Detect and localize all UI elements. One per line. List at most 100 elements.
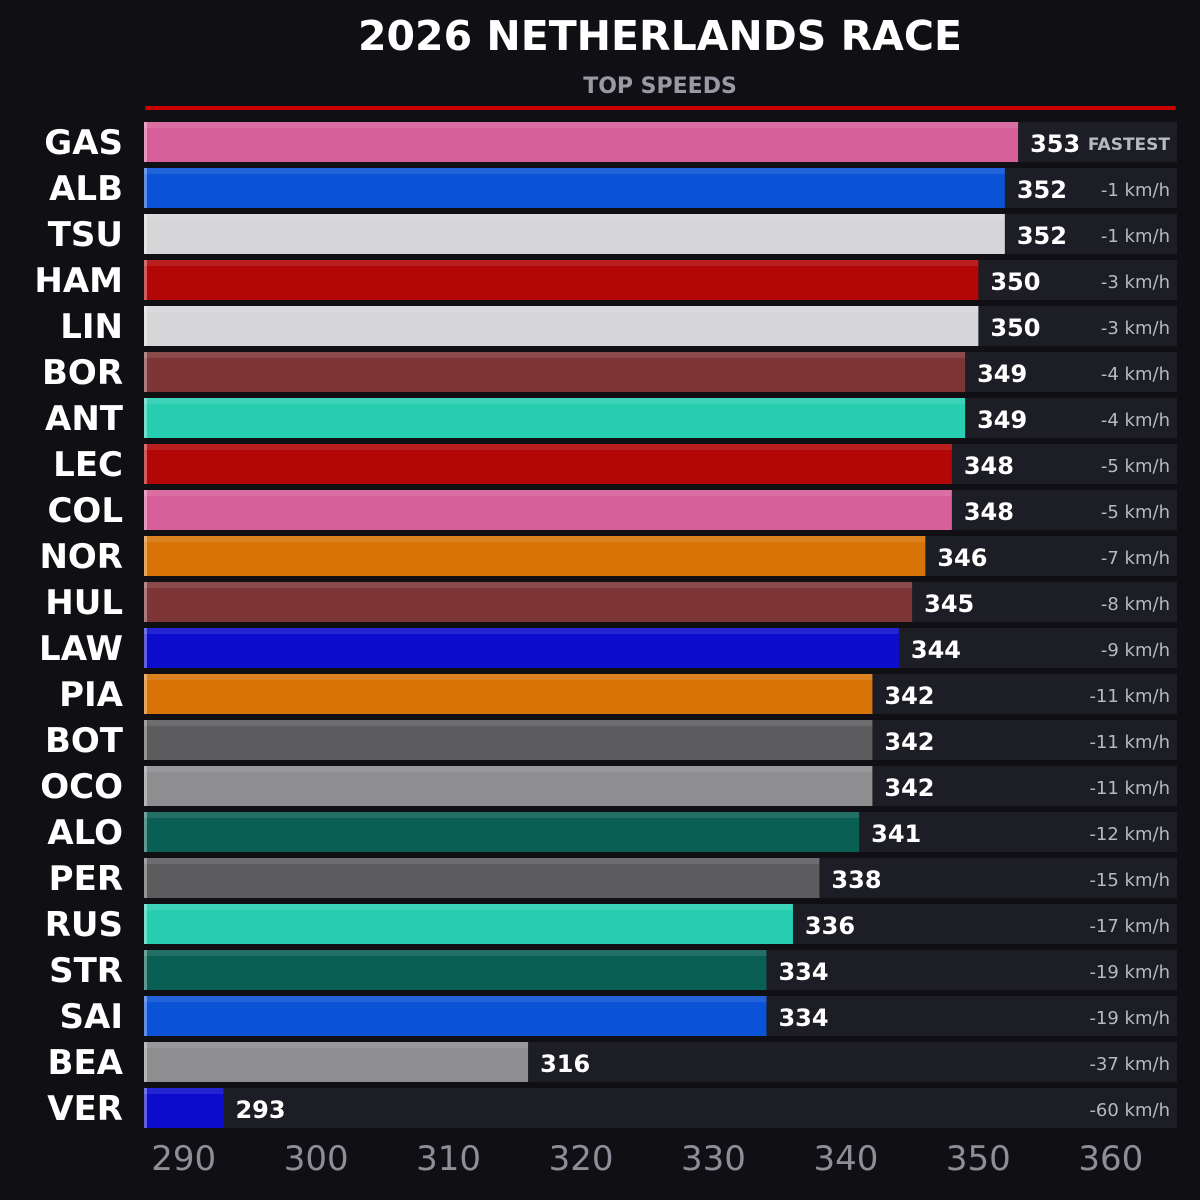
bar xyxy=(144,122,1019,162)
bar xyxy=(144,950,767,990)
delta-label: -9 km/h xyxy=(1101,640,1170,661)
delta-label: -11 km/h xyxy=(1089,778,1170,799)
delta-label: -7 km/h xyxy=(1101,548,1170,569)
value-label: 293 xyxy=(235,1096,285,1124)
bar xyxy=(144,720,873,760)
bar-edge xyxy=(144,306,147,346)
bar-edge xyxy=(144,950,147,990)
bar xyxy=(144,674,873,714)
driver-label: LEC xyxy=(53,445,123,485)
chart-title: 2026 NETHERLANDS RACE xyxy=(358,12,962,60)
delta-label: -11 km/h xyxy=(1089,686,1170,707)
bar-edge xyxy=(144,214,147,254)
chart-subtitle: TOP SPEEDS xyxy=(583,74,737,99)
bar-edge xyxy=(144,858,147,898)
driver-label: GAS xyxy=(44,123,123,163)
driver-label: BEA xyxy=(48,1043,124,1083)
bar-highlight xyxy=(144,168,1005,174)
driver-label: STR xyxy=(49,951,123,991)
driver-label: OCO xyxy=(40,767,123,807)
x-tick-label: 290 xyxy=(151,1139,216,1179)
driver-label: BOT xyxy=(45,721,124,761)
bar-edge xyxy=(144,812,147,852)
driver-label: TSU xyxy=(48,215,123,255)
bar xyxy=(144,1042,529,1082)
delta-label: -4 km/h xyxy=(1101,364,1170,385)
bar-edge xyxy=(144,628,147,668)
delta-label: -5 km/h xyxy=(1101,502,1170,523)
value-label: 316 xyxy=(540,1050,590,1078)
bar-edge xyxy=(144,536,147,576)
bar-highlight xyxy=(144,398,966,404)
bar xyxy=(144,812,860,852)
bar-highlight xyxy=(144,858,820,864)
bar-highlight xyxy=(144,812,860,818)
bar xyxy=(144,214,1005,254)
bar-highlight xyxy=(144,214,1005,220)
bars-layer: GAS 353 FASTEST ALB 352 -1 km/h TSU 352 -1 km/h H… xyxy=(34,122,1177,1129)
value-label: 349 xyxy=(977,406,1027,434)
bar xyxy=(144,352,966,392)
delta-label: -19 km/h xyxy=(1089,962,1170,983)
driver-label: LAW xyxy=(39,629,123,669)
driver-label: PER xyxy=(49,859,123,899)
bar-edge xyxy=(144,1088,147,1128)
value-label: 345 xyxy=(924,590,974,618)
value-label: 350 xyxy=(990,314,1040,342)
bar-edge xyxy=(144,490,147,530)
bar-highlight xyxy=(144,674,873,680)
bar xyxy=(144,536,926,576)
bar-edge xyxy=(144,1042,147,1082)
bar-edge xyxy=(144,168,147,208)
driver-label: HUL xyxy=(45,583,123,623)
bar xyxy=(144,168,1005,208)
driver-label: SAI xyxy=(60,997,123,1037)
bar-edge xyxy=(144,352,147,392)
delta-label: -1 km/h xyxy=(1101,180,1170,201)
value-label: 342 xyxy=(884,728,934,756)
delta-label: -1 km/h xyxy=(1101,226,1170,247)
bar-track xyxy=(144,1088,1177,1128)
bar-highlight xyxy=(144,766,873,772)
value-label: 344 xyxy=(911,636,961,664)
bar-highlight xyxy=(144,306,979,312)
driver-label: BOR xyxy=(42,353,123,393)
x-axis: 290 300 310 320 330 340 350 360 xyxy=(151,1139,1143,1179)
bar-highlight xyxy=(144,904,793,910)
bar-highlight xyxy=(144,950,767,956)
bar-edge xyxy=(144,766,147,806)
bar-edge xyxy=(144,674,147,714)
value-label: 334 xyxy=(778,1004,828,1032)
bar-highlight xyxy=(144,122,1019,128)
driver-label: ANT xyxy=(45,399,124,439)
bar-highlight xyxy=(144,996,767,1002)
bar-highlight xyxy=(144,490,952,496)
delta-label: -17 km/h xyxy=(1089,916,1170,937)
driver-label: NOR xyxy=(39,537,123,577)
bar xyxy=(144,306,979,346)
driver-label: ALO xyxy=(47,813,123,853)
bar xyxy=(144,628,899,668)
x-tick-label: 320 xyxy=(549,1139,614,1179)
bar-highlight xyxy=(144,1088,224,1094)
bar xyxy=(144,582,913,622)
x-tick-label: 340 xyxy=(813,1139,878,1179)
driver-label: COL xyxy=(47,491,123,531)
delta-label: -5 km/h xyxy=(1101,456,1170,477)
bar-highlight xyxy=(144,536,926,542)
x-tick-label: 300 xyxy=(284,1139,349,1179)
driver-label: LIN xyxy=(60,307,123,347)
driver-label: RUS xyxy=(45,905,123,945)
delta-label: FASTEST xyxy=(1088,135,1171,155)
bar-highlight xyxy=(144,260,979,266)
driver-label: ALB xyxy=(49,169,123,209)
delta-label: -60 km/h xyxy=(1089,1100,1170,1121)
value-label: 334 xyxy=(778,958,828,986)
driver-label: HAM xyxy=(34,261,123,301)
value-label: 346 xyxy=(937,544,987,572)
x-tick-label: 310 xyxy=(416,1139,481,1179)
delta-label: -3 km/h xyxy=(1101,318,1170,339)
bar xyxy=(144,904,793,944)
bar-edge xyxy=(144,582,147,622)
bar-edge xyxy=(144,904,147,944)
